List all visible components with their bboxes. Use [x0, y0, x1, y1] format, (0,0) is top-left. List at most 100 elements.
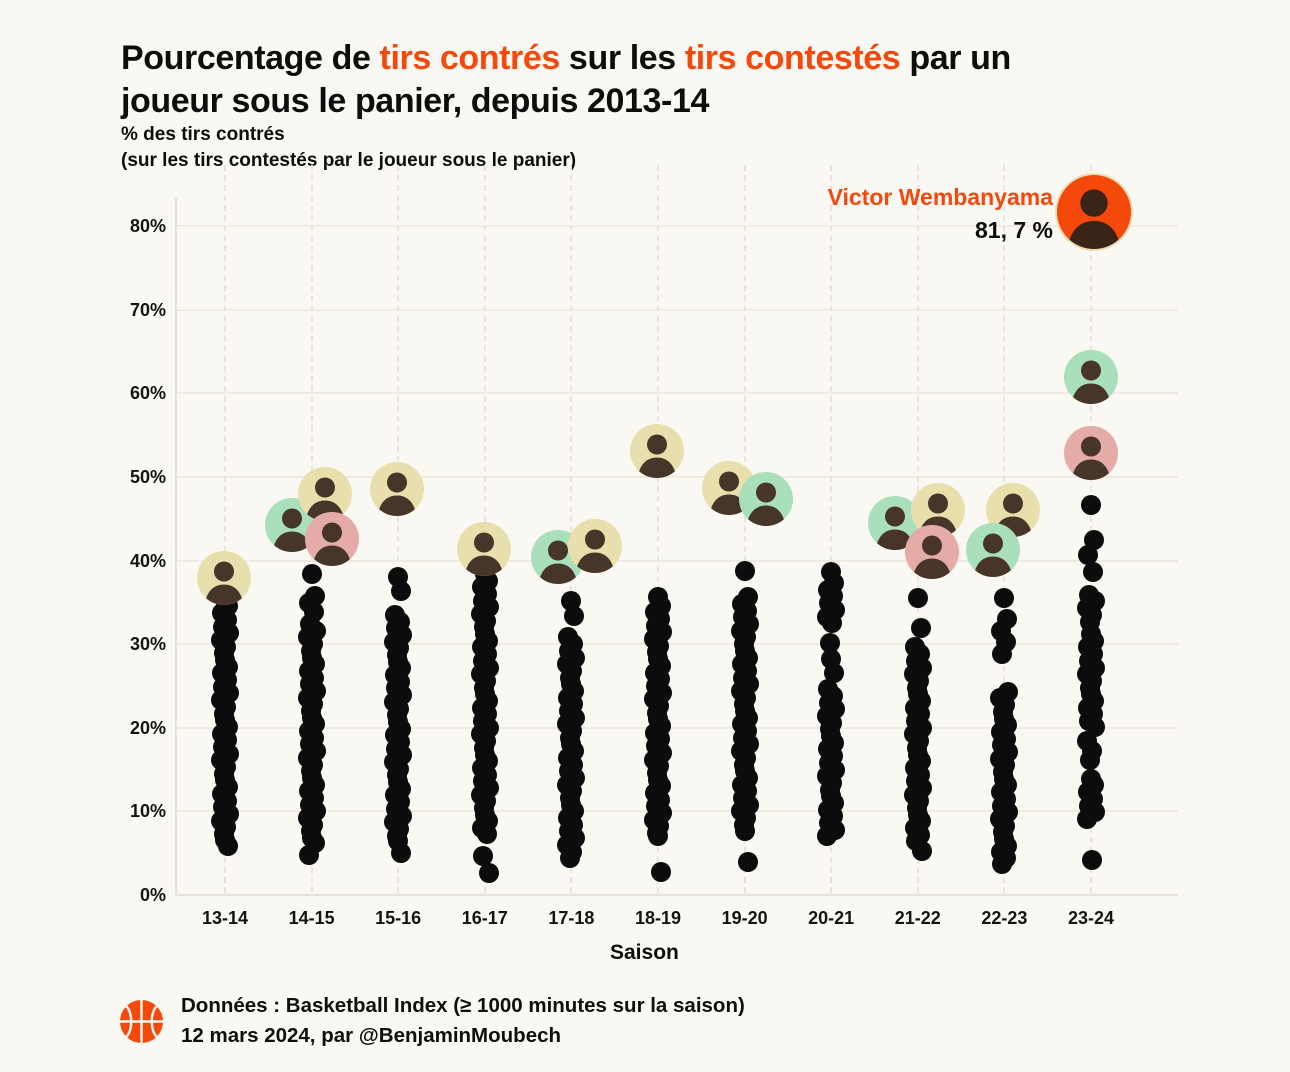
player-avatar [904, 525, 959, 580]
data-dot [218, 835, 238, 856]
gridline-80 [176, 225, 1178, 227]
data-dot [298, 844, 319, 865]
x-axis-title: Saison [610, 941, 679, 964]
data-source-line: Données : Basketball Index (≥ 1000 minut… [181, 994, 745, 1017]
data-dot [994, 588, 1015, 609]
player-avatar [630, 423, 684, 478]
data-dot [1078, 545, 1098, 566]
data-dot [1081, 495, 1101, 516]
data-dot [564, 605, 585, 626]
author-date-line: 12 mars 2024, par @BenjaminMoubech [181, 1023, 562, 1047]
data-dot [391, 580, 412, 601]
data-dot [651, 862, 671, 883]
player-avatar [738, 471, 793, 526]
gridline-60 [176, 392, 1178, 395]
x-tick-label: 15-16 [375, 908, 422, 928]
data-dot [734, 560, 755, 581]
column-guide-15-16 [397, 165, 400, 893]
column-guide-13-14 [224, 165, 226, 893]
data-dot [992, 644, 1013, 665]
x-tick-label: 17-18 [548, 908, 595, 928]
y-tick-label: 40% [129, 550, 166, 571]
y-tick-label: 50% [129, 466, 166, 487]
column-guide-19-20 [743, 165, 746, 893]
player-avatar [304, 511, 359, 566]
column-guide-18-19 [657, 165, 659, 893]
column-guide-23-24 [1090, 165, 1092, 893]
y-axis-title-line2: (sur les tirs contestés par le joueur so… [121, 149, 577, 171]
data-dot [301, 563, 322, 584]
title-text: sur les [559, 38, 685, 77]
x-tick-label: 16-17 [461, 908, 508, 928]
x-tick-label: 18-19 [634, 908, 682, 928]
y-axis-title: % des tirs contrés (sur les tirs contest… [121, 122, 576, 173]
data-dot [472, 845, 493, 866]
data-dot [824, 662, 845, 683]
data-dot [822, 613, 843, 634]
y-tick-label: 30% [129, 634, 166, 655]
footer-credits: Données : Basketball Index (≥ 1000 minut… [181, 991, 745, 1050]
x-tick-label: 23-24 [1067, 908, 1115, 928]
basketball-icon [119, 999, 164, 1044]
data-dot [911, 840, 932, 861]
player-avatar [370, 462, 425, 517]
y-tick-label: 70% [129, 299, 166, 320]
x-tick-label: 20-21 [808, 908, 855, 928]
highlight-player-value: 81, 7 % [975, 217, 1053, 243]
column-guide-20-21 [830, 165, 833, 893]
y-axis-line [175, 198, 177, 895]
x-tick-label: 14-15 [288, 908, 335, 928]
y-axis-title-line1: % des tirs contrés [121, 124, 285, 145]
data-dot [992, 854, 1013, 875]
data-dot [1077, 808, 1097, 829]
data-dot [478, 863, 499, 884]
title-accent-text: tirs contrés [379, 38, 561, 77]
y-tick-label: 60% [129, 383, 166, 404]
data-dot [648, 826, 668, 847]
gridline-70 [176, 308, 1178, 311]
player-avatar [1064, 426, 1118, 481]
title-text: par un [900, 38, 1011, 77]
column-guide-17-18 [570, 165, 573, 893]
data-dot [560, 848, 581, 869]
data-dot [820, 633, 841, 654]
title-text: Pourcentage de [121, 38, 380, 77]
data-dot [1084, 530, 1104, 551]
gridline-0 [176, 894, 1178, 896]
player-avatar [568, 519, 623, 574]
gridline-10 [176, 810, 1178, 813]
y-tick-label: 10% [129, 801, 166, 822]
data-dot [737, 852, 758, 873]
title-accent-text: tirs contestés [684, 38, 901, 77]
gridline-20 [176, 726, 1178, 729]
highlight-player-name: Victor Wembanyama [827, 184, 1053, 210]
x-tick-label: 13-14 [201, 908, 249, 928]
data-dot [1080, 749, 1100, 770]
y-tick-label: 0% [139, 885, 166, 905]
player-avatar [966, 523, 1021, 578]
player-avatar [456, 521, 511, 576]
y-tick-label: 80% [129, 216, 166, 236]
gridline-40 [176, 559, 1178, 562]
x-tick-label: 22-23 [981, 908, 1028, 928]
data-dot [1083, 562, 1103, 583]
data-dot [391, 843, 412, 864]
data-dot [817, 826, 838, 847]
gridline-50 [176, 475, 1178, 478]
gridline-30 [176, 643, 1178, 646]
y-tick-label: 20% [129, 717, 166, 738]
data-dot [734, 821, 755, 842]
data-dot [907, 588, 928, 609]
data-dot [1082, 849, 1102, 870]
player-avatar [297, 467, 352, 522]
player-avatar [197, 551, 251, 606]
data-dot [561, 590, 582, 611]
title-text: joueur sous le panier, depuis 2013-14 [121, 81, 709, 120]
chart-title: Pourcentage de tirs contrés sur les tirs… [121, 37, 1206, 123]
player-avatar [1064, 350, 1118, 405]
highlight-player-avatar [1057, 174, 1131, 249]
data-dot [910, 618, 931, 639]
x-tick-label: 19-20 [721, 908, 768, 928]
x-tick-label: 21-22 [894, 908, 941, 928]
